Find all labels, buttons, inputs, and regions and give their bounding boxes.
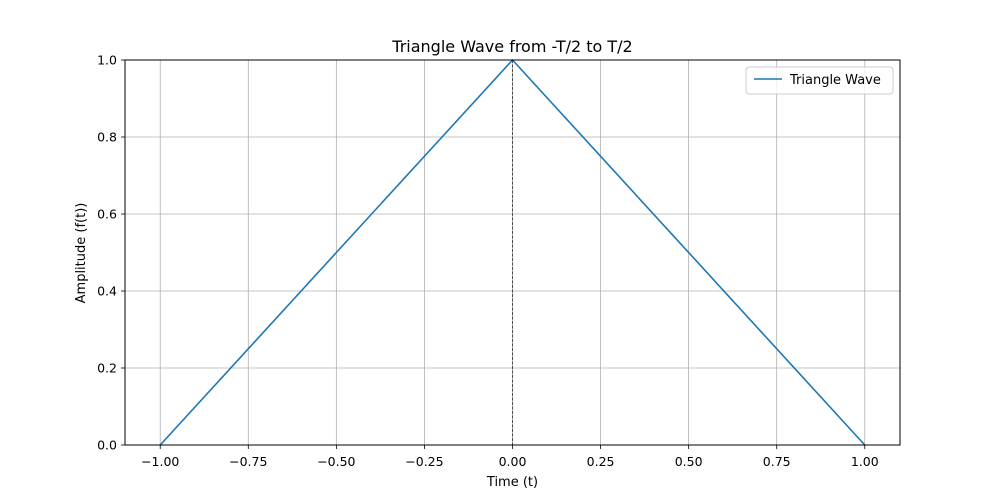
x-tick-label: −0.50 bbox=[317, 454, 355, 469]
legend-box bbox=[745, 66, 894, 95]
y-tick-label: 0.0 bbox=[97, 438, 117, 453]
y-tick-label: 0.8 bbox=[97, 130, 117, 145]
x-tick-label: 0.25 bbox=[587, 454, 615, 469]
x-tick-label: −0.75 bbox=[229, 454, 267, 469]
x-axis-label: Time (t) bbox=[486, 475, 538, 490]
y-axis-label: Amplitude (f(t)) bbox=[74, 203, 89, 304]
x-axis-ticks: −1.00 −0.75 −0.50 −0.25 0.00 0.25 0.50 0.75 1.00 bbox=[141, 445, 879, 469]
y-tick-label: 1.0 bbox=[97, 53, 117, 68]
y-axis-ticks: 0.0 0.2 0.4 0.6 0.8 1.0 bbox=[97, 53, 125, 453]
legend-label: Triangle Wave bbox=[789, 73, 881, 88]
x-tick-label: 0.50 bbox=[675, 454, 703, 469]
chart-title: Triangle Wave from -T/2 to T/2 bbox=[391, 37, 632, 56]
x-tick-label: −1.00 bbox=[141, 454, 179, 469]
x-tick-label: 0.75 bbox=[763, 454, 791, 469]
x-tick-label: 1.00 bbox=[851, 454, 879, 469]
y-tick-label: 0.2 bbox=[97, 361, 117, 376]
legend: Triangle Wave bbox=[745, 66, 894, 95]
x-tick-label: −0.25 bbox=[405, 454, 443, 469]
x-tick-label: 0.00 bbox=[499, 454, 527, 469]
y-tick-label: 0.4 bbox=[97, 284, 117, 299]
y-tick-label: 0.6 bbox=[97, 207, 117, 222]
